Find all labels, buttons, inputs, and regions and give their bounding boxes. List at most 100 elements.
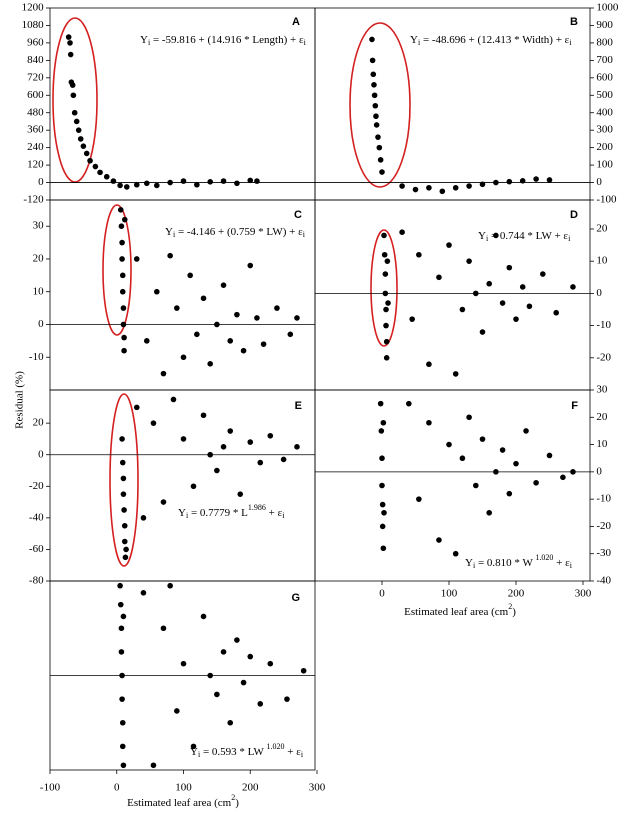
point: [513, 460, 519, 467]
point: [506, 178, 513, 185]
point: [384, 258, 391, 264]
point: [160, 625, 167, 632]
y-tick-label: -20: [596, 520, 611, 532]
point: [369, 57, 376, 64]
point: [526, 303, 533, 310]
equation-part: i: [570, 561, 573, 570]
panel-frame: [314, 389, 591, 582]
point: [103, 173, 110, 180]
y-tick-label: -120: [23, 194, 44, 206]
point: [122, 554, 129, 561]
y-tick-label: 960: [27, 36, 44, 48]
y-tick-label: -40: [596, 575, 611, 587]
point: [150, 420, 157, 426]
point: [65, 34, 72, 40]
point: [257, 701, 264, 707]
point: [377, 157, 384, 163]
y-tick-label: 360: [27, 124, 44, 136]
point: [570, 469, 576, 475]
equation-part: i: [303, 230, 306, 239]
point: [378, 428, 385, 434]
point: [499, 447, 506, 453]
y-tick-label: 0: [596, 176, 602, 188]
point: [75, 127, 82, 133]
equation-part: i: [198, 750, 201, 759]
point: [140, 515, 147, 521]
point: [180, 178, 187, 184]
panel-label: A: [292, 16, 300, 28]
point: [553, 309, 559, 316]
point: [379, 501, 386, 508]
point: [381, 232, 387, 239]
equation-part: + ε: [266, 507, 283, 519]
point: [69, 82, 76, 88]
point: [473, 482, 479, 489]
point: [570, 284, 576, 290]
equation-part: i: [186, 511, 189, 520]
point: [379, 482, 385, 489]
y-tick-label: -30: [596, 547, 611, 559]
point: [119, 743, 126, 750]
point: [479, 181, 486, 188]
y-tick-label: 20: [596, 223, 608, 235]
point: [227, 719, 234, 726]
point: [119, 459, 126, 466]
point: [167, 179, 173, 186]
y-tick-label: 300: [596, 124, 613, 136]
y-tick-label: 700: [596, 54, 613, 66]
point: [119, 272, 126, 279]
point: [493, 232, 499, 239]
equation-part: Y: [178, 507, 186, 519]
y-tick-label: 840: [27, 54, 44, 66]
point: [73, 118, 80, 125]
point: [486, 280, 493, 287]
point: [459, 306, 466, 313]
point: [154, 288, 160, 295]
point: [87, 157, 93, 164]
point: [287, 331, 294, 338]
point: [160, 370, 167, 377]
point: [119, 672, 125, 679]
equation-part: i: [282, 511, 285, 520]
panel-label: E: [295, 400, 302, 412]
y-tick-label: 200: [596, 141, 613, 153]
point: [375, 134, 381, 140]
point: [120, 305, 127, 311]
point: [466, 183, 472, 189]
equation: Yi = 0.593 * LW 1.020 + εi: [190, 742, 304, 759]
panel-label: F: [571, 400, 578, 412]
point: [120, 613, 127, 620]
point: [446, 242, 452, 248]
point: [121, 522, 128, 529]
point: [473, 290, 479, 297]
y-tick-label: 600: [27, 89, 44, 101]
point: [513, 316, 519, 322]
point: [257, 459, 264, 466]
y-tick-label: 600: [596, 71, 613, 83]
y-tick-label: 20: [33, 252, 45, 264]
point: [133, 404, 140, 411]
point: [300, 667, 307, 674]
point: [117, 182, 123, 189]
highlight-ellipse: [349, 22, 411, 188]
x-axis-label-part: 2: [508, 602, 512, 611]
equation-part: i: [173, 230, 176, 239]
point: [119, 288, 126, 295]
point: [381, 509, 387, 516]
point: [416, 496, 422, 502]
point: [382, 271, 389, 277]
point: [200, 295, 207, 302]
x-axis-label-part: ): [512, 606, 516, 618]
point: [123, 546, 129, 553]
point: [67, 51, 74, 58]
point: [121, 216, 128, 223]
equation-part: + ε: [284, 746, 301, 758]
equation: Yi = -4.146 + (0.759 * LW) + εi: [165, 226, 306, 239]
point: [479, 329, 486, 335]
point: [523, 428, 529, 434]
point: [412, 186, 419, 193]
point: [207, 451, 213, 458]
point: [180, 436, 187, 442]
point: [452, 550, 459, 557]
point: [247, 439, 254, 445]
